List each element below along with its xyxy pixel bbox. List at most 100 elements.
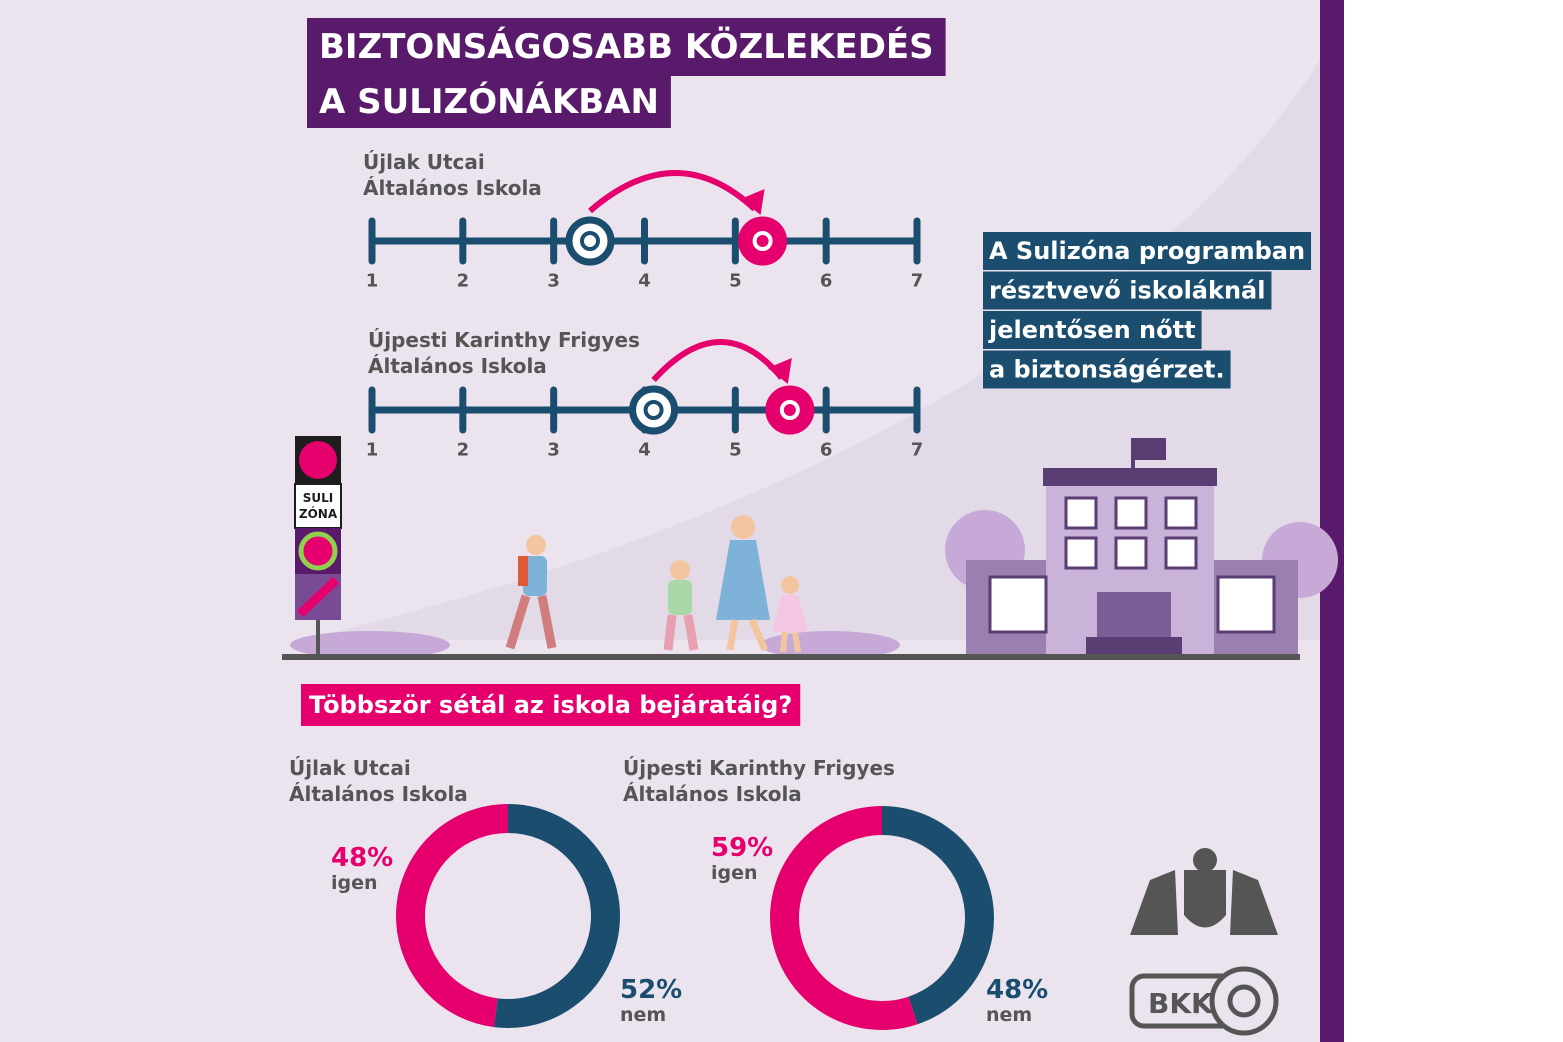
title-line: A SULIZÓNÁKBAN [307, 76, 671, 128]
chart-title: Újpesti Karinthy Frigyes [623, 756, 895, 780]
marker-core [580, 231, 600, 251]
x-tick-label: 5 [729, 271, 742, 292]
lion [1130, 870, 1178, 935]
callout-box [983, 350, 1231, 389]
donut-slice [396, 804, 509, 1028]
legs [726, 618, 769, 652]
chart-title: Újlak Utcai [363, 150, 485, 174]
x-tick-label: 2 [457, 440, 470, 461]
window [1064, 536, 1098, 570]
bush [290, 631, 450, 659]
title-box [307, 76, 671, 128]
backpack [518, 556, 528, 586]
marker-core [779, 400, 800, 420]
x-tick-label: 3 [547, 271, 560, 292]
chart-title: Általános Iskola [368, 354, 547, 378]
window [988, 575, 1048, 634]
x-tick-label: 4 [638, 440, 651, 461]
coat-of-arms [1130, 848, 1278, 935]
callout-line: A Sulizóna programban [983, 232, 1312, 270]
callout-text: A Sulizóna programban [989, 237, 1305, 265]
value-marker [565, 216, 615, 266]
side-bar [1320, 0, 1344, 1042]
legs [505, 594, 557, 650]
crown [1193, 848, 1217, 872]
value-label: 48% [986, 975, 1048, 1005]
school-steps [1086, 637, 1182, 655]
legs [663, 614, 699, 651]
bkk-logo: BKK [1129, 966, 1279, 1036]
x-tick-label: 5 [729, 440, 742, 461]
dress [772, 595, 808, 632]
callout-line: jelentősen nőtt [983, 311, 1202, 349]
griffin [1230, 870, 1278, 935]
logo-ring [1209, 966, 1279, 1036]
sign-text: ZÓNA [299, 506, 338, 521]
x-tick-label: 6 [820, 440, 833, 461]
window [1164, 536, 1198, 570]
title-text: A SULIZÓNÁKBAN [319, 81, 659, 122]
hand-icon [299, 441, 337, 479]
logo-ring [1227, 984, 1261, 1018]
flag [1134, 438, 1166, 460]
callout-box [983, 311, 1202, 349]
arrow-head [740, 189, 765, 215]
x-tick-label: 7 [911, 440, 924, 461]
school-roof [1043, 468, 1217, 486]
window [1064, 496, 1098, 530]
callout-box [983, 271, 1272, 310]
smile-icon [298, 531, 338, 571]
title-box [307, 18, 946, 76]
question-text: Többször sétál az iskola bejáratáig? [309, 691, 792, 719]
value-marker [738, 216, 788, 266]
head [781, 576, 799, 594]
window [1216, 575, 1276, 634]
chart-title: Újlak Utcai [289, 756, 411, 780]
value-label: 52% [620, 975, 682, 1005]
chart-title: Általános Iskola [363, 176, 542, 200]
scene: SULI ZÓNA [282, 436, 1338, 660]
marker-core [643, 400, 664, 420]
window [1114, 536, 1148, 570]
x-tick-label: 2 [457, 271, 470, 292]
callout-line: résztvevő iskoláknál [983, 271, 1272, 310]
category-label: igen [331, 872, 378, 894]
donut-slice [881, 806, 994, 1025]
people [505, 515, 808, 653]
change-arrow [588, 170, 757, 214]
school-door [1097, 592, 1171, 637]
value-marker [765, 385, 815, 435]
legs [780, 631, 801, 653]
question-box [301, 684, 801, 726]
head [526, 535, 546, 555]
pencil-icon [296, 576, 340, 618]
body [668, 580, 692, 615]
chart-title: Általános Iskola [289, 782, 468, 806]
dress [716, 540, 770, 620]
sign-text: SULI [303, 491, 334, 505]
window [1164, 496, 1198, 530]
window [1114, 496, 1148, 530]
category-label: nem [620, 1004, 666, 1026]
callout-line: a biztonságérzet. [983, 350, 1231, 389]
callout-text: a biztonságérzet. [989, 356, 1225, 384]
head [670, 560, 690, 580]
logo-text: BKK [1148, 987, 1214, 1020]
head [731, 515, 755, 539]
chart-title: Újpesti Karinthy Frigyes [368, 328, 640, 352]
value-marker [629, 385, 679, 435]
value-label: 59% [711, 833, 773, 863]
x-tick-label: 3 [547, 440, 560, 461]
question-line: Többször sétál az iskola bejáratáig? [301, 684, 801, 726]
value-label: 48% [331, 843, 393, 873]
callout-text: résztvevő iskoláknál [989, 277, 1265, 305]
callout-box [983, 232, 1312, 270]
shield [1184, 870, 1226, 928]
x-tick-label: 4 [638, 271, 651, 292]
x-tick-label: 7 [911, 271, 924, 292]
donut-slice [770, 806, 918, 1030]
category-label: nem [986, 1004, 1032, 1026]
change-arrow [651, 339, 785, 383]
